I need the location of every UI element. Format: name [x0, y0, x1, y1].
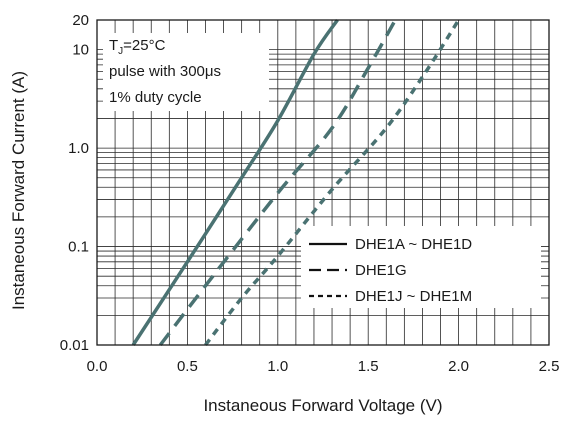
x-tick-label: 2.0	[448, 358, 469, 375]
plot-frame	[96, 19, 550, 346]
legend-label: DHE1A ~ DHE1D	[355, 236, 472, 253]
tick-labels: 0.0 0.5 1.0 1.5 2.0 2.5 0.01 0.1 1.0 10 20	[60, 12, 560, 375]
annotation-pulse: pulse with 300μs	[109, 63, 221, 80]
annotation-duty-cycle: 1% duty cycle	[109, 89, 202, 106]
legend: DHE1A ~ DHE1D DHE1G DHE1J ~ DHE1M	[301, 226, 541, 308]
x-tick-label: 1.5	[358, 358, 379, 375]
series-line-dhe1a-dhe1d	[131, 18, 339, 346]
series-line-dhe1g	[158, 19, 397, 347]
x-tick-label: 1.0	[267, 358, 288, 375]
y-tick-label: 20	[72, 12, 89, 29]
annotation-tj: TJ=25°C	[109, 37, 166, 57]
x-tick-label: 0.0	[87, 358, 108, 375]
x-tick-label: 2.5	[539, 358, 560, 375]
series-lines	[131, 18, 461, 347]
annotation-tj-main: T	[109, 37, 118, 54]
annotation-background	[103, 33, 269, 111]
legend-background	[301, 226, 541, 308]
y-tick-label: 1.0	[68, 140, 89, 157]
y-tick-label: 0.1	[68, 239, 89, 256]
y-tick-label: 0.01	[60, 337, 89, 354]
test-conditions-annotation: TJ=25°C pulse with 300μs 1% duty cycle	[103, 33, 269, 111]
x-tick-label: 0.5	[177, 358, 198, 375]
legend-label: DHE1G	[355, 262, 407, 279]
legend-label: DHE1J ~ DHE1M	[355, 288, 472, 305]
annotation-tj-value: =25°C	[123, 37, 165, 54]
series-line-dhe1j-dhe1m	[204, 19, 461, 347]
y-axis-title: Instaneous Forward Current (A)	[9, 71, 28, 310]
x-axis-title: Instaneous Forward Voltage (V)	[203, 396, 442, 415]
annotation-tj-subscript: J	[118, 46, 123, 57]
y-tick-label: 10	[72, 42, 89, 59]
